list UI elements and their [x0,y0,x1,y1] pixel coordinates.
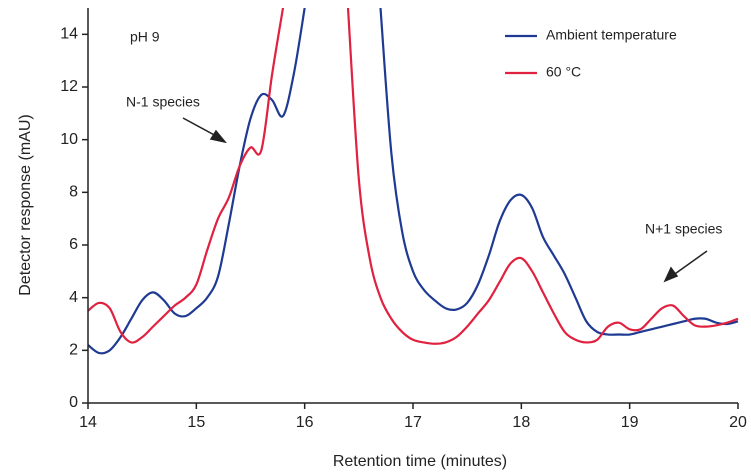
y-tick-label: 4 [69,289,78,306]
annotation: N+1 species [645,221,722,237]
x-axis-title: Retention time (minutes) [333,453,507,470]
series-line [88,8,739,355]
y-tick-label: 10 [60,131,78,148]
axes: 0 2 4 6 8 10 12 14 14 15 16 17 18 19 20 [60,26,747,432]
y-tick-label: 8 [69,184,78,201]
x-tick-label: 14 [79,414,97,431]
legend-label: 60 °C [546,64,581,80]
y-tick-label: 12 [60,78,78,95]
arrow [671,250,708,277]
y-tick-label: 2 [69,342,78,359]
plot-area [88,8,739,355]
arrow [182,117,219,138]
x-tick-label: 16 [296,414,314,431]
y-tick-label: 14 [60,26,78,43]
y-tick-label: 6 [69,236,78,253]
x-tick-label: 20 [729,414,747,431]
series-line [88,8,739,345]
y-axis-title: Detector response (mAU) [17,114,34,295]
arrow-head [663,266,679,283]
y-tick-label: 0 [69,394,78,411]
x-tick-label: 18 [512,414,530,431]
arrows [182,117,708,283]
legend: Ambient temperature 60 °C [505,27,677,80]
arrow-head [209,129,227,144]
x-tick-label: 17 [404,414,422,431]
x-tick-label: 19 [621,414,639,431]
annotation: N-1 species [126,94,200,110]
x-tick-label: 15 [187,414,205,431]
annotation: pH 9 [130,29,160,45]
legend-label: Ambient temperature [546,27,677,43]
